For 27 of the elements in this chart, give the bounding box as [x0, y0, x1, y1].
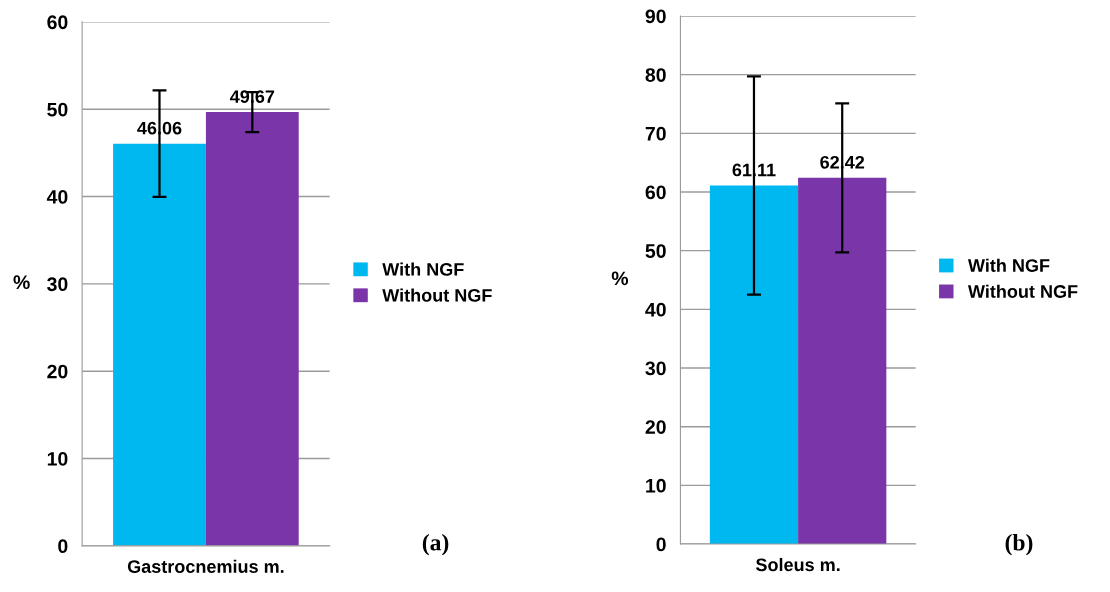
y-tick-label: 90 — [645, 9, 666, 24]
legend-label: With NGF — [382, 262, 464, 276]
x-tick-label: Soleus m. — [755, 557, 840, 572]
y-tick-label: 30 — [645, 361, 666, 376]
y-tick-label: 80 — [645, 68, 666, 82]
text: (a) — [422, 533, 449, 556]
y-tick-label: 10 — [646, 478, 666, 493]
y-tick-label: 30 — [47, 277, 68, 292]
y-tick-label: 70 — [645, 126, 666, 141]
y-tick-label: 40 — [645, 302, 666, 317]
y-tick-label: 0 — [656, 537, 666, 552]
y-tick-label: 50 — [645, 244, 666, 258]
y-tick-label: 50 — [47, 102, 68, 117]
x-tick-label: Gastrocnemius m. — [127, 559, 284, 573]
legend-label: Without NGF — [967, 284, 1078, 298]
y-tick-label: 10 — [47, 451, 68, 466]
text: (b) — [1005, 533, 1033, 556]
y-tick-label: 40 — [46, 190, 68, 204]
y-tick-label: 0 — [58, 539, 68, 554]
y-tick-label: 20 — [47, 364, 68, 379]
y-tick-label: 60 — [47, 15, 68, 30]
legend-label: With NGF — [967, 258, 1050, 272]
y-tick-label: 20 — [645, 420, 666, 434]
y-axis-title: % — [13, 275, 30, 290]
y-axis-title: % — [611, 271, 629, 286]
y-tick-label: 60 — [645, 185, 666, 200]
legend-label: Without NGF — [382, 288, 492, 302]
